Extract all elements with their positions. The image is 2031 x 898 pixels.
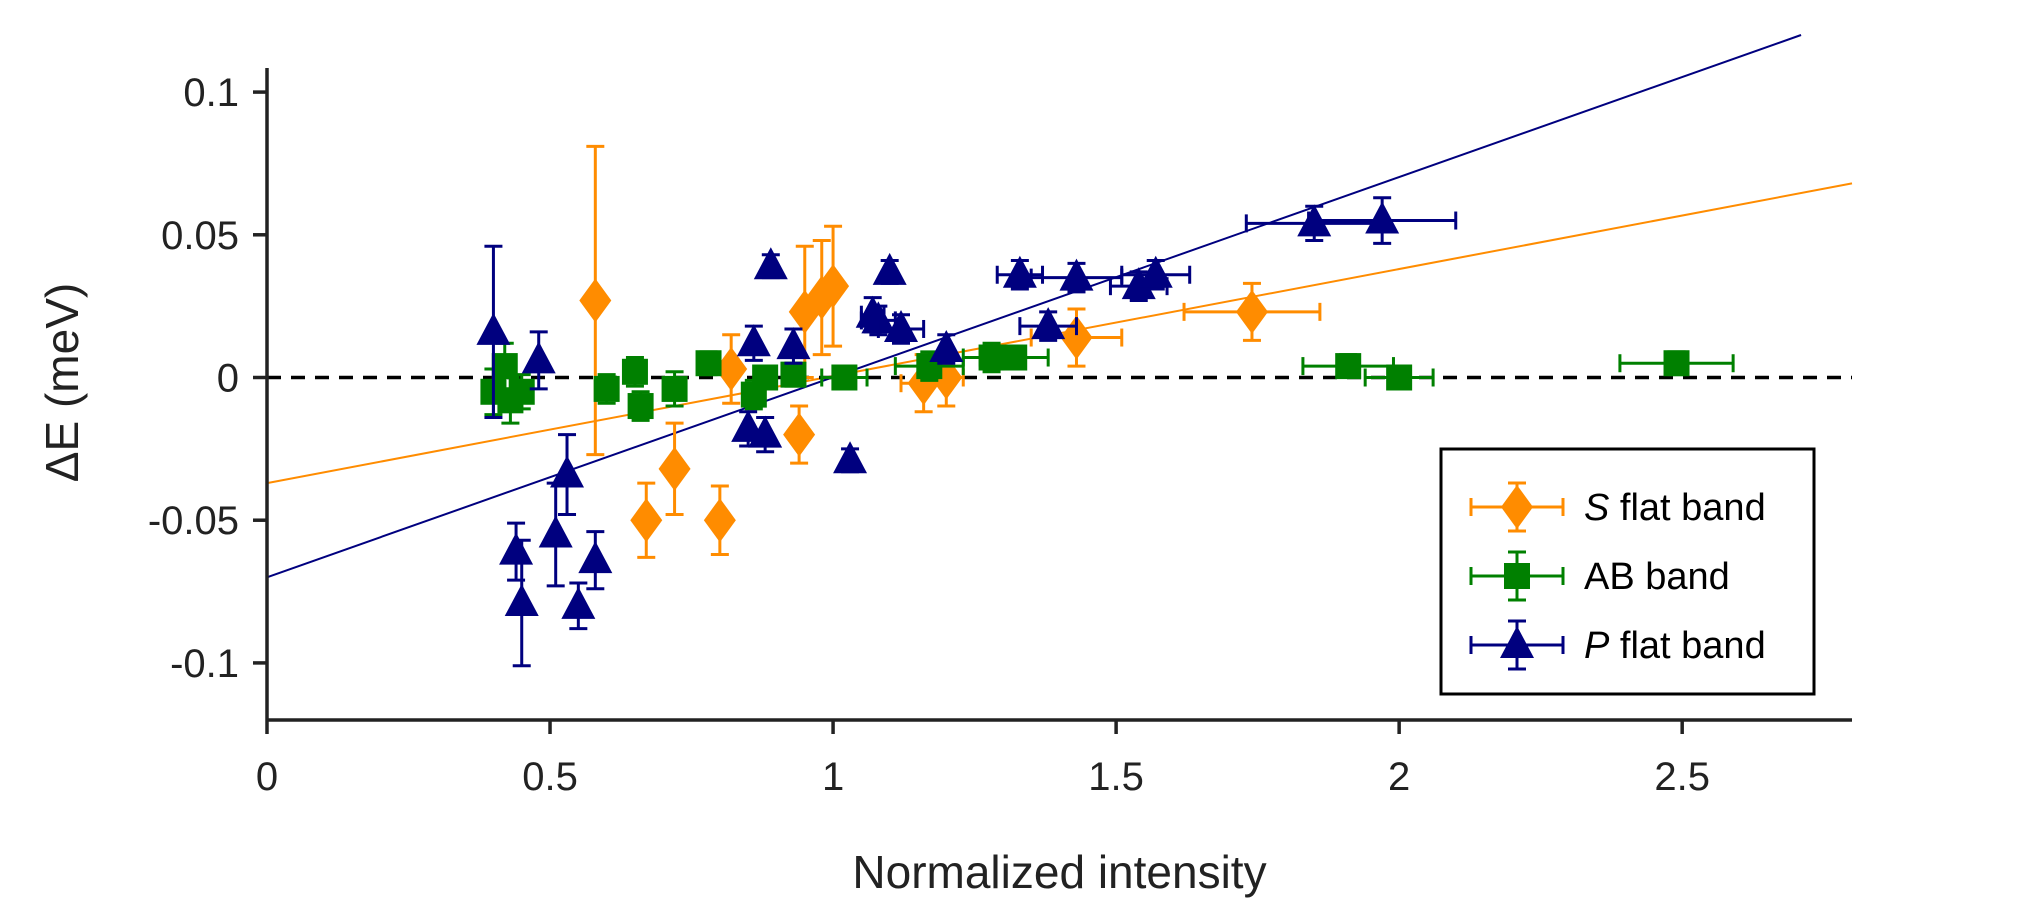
data-point [578, 541, 613, 574]
legend-entry-label: P flat band [1584, 625, 1766, 667]
data-point [1002, 255, 1037, 288]
data-point [872, 252, 907, 285]
data-point [736, 324, 771, 357]
data-point [1138, 255, 1173, 288]
data-point [630, 498, 663, 543]
data-point [817, 264, 850, 309]
legend-entry-text: AB band [1584, 556, 1730, 598]
data-point [1059, 258, 1094, 291]
y-tick-label: 0 [217, 357, 239, 401]
y-axis-ticks: 0.1 0.05 0 -0.05 -0.1 [148, 71, 267, 686]
data-point [783, 412, 816, 457]
data-point [833, 441, 868, 474]
legend-entry-label: AB band [1584, 556, 1730, 598]
legend-marker-diamond [1501, 485, 1533, 529]
legend-entry-text: flat band [1609, 625, 1765, 667]
fit-line [266, 34, 1802, 579]
data-point [884, 309, 918, 342]
data-point [508, 378, 535, 405]
data-point [593, 375, 620, 402]
data-point [776, 327, 811, 360]
series-diamond [579, 144, 1322, 559]
data-point [621, 358, 648, 385]
data-point [748, 415, 783, 448]
data-point [658, 446, 691, 491]
data-point [538, 515, 573, 548]
y-axis-title: ΔE (meV) [36, 283, 88, 482]
legend-entry-text: flat band [1609, 487, 1765, 529]
series-triangle [476, 196, 1458, 668]
legend-entry-label: S flat band [1584, 487, 1766, 529]
data-point [1235, 289, 1268, 334]
legend-entry-italic: S [1584, 487, 1609, 529]
x-tick-label: 1.5 [1088, 755, 1144, 799]
x-tick-label: 0 [256, 755, 278, 799]
data-point [521, 341, 556, 374]
data-point [753, 247, 788, 280]
data-series [476, 144, 1735, 668]
data-point [550, 455, 585, 488]
x-axis-title: Normalized intensity [852, 846, 1266, 898]
data-point [695, 350, 722, 377]
x-tick-label: 2.5 [1654, 755, 1710, 799]
data-point [780, 361, 807, 388]
data-point [1001, 344, 1028, 371]
data-point [861, 301, 896, 334]
data-point [579, 278, 612, 323]
data-point [752, 364, 779, 391]
data-point [1121, 267, 1156, 300]
data-point [1386, 364, 1413, 391]
data-point [504, 583, 539, 616]
data-point [1335, 353, 1362, 380]
data-point [1663, 350, 1690, 377]
legend-marker-square [1504, 563, 1530, 589]
x-tick-label: 1 [822, 755, 844, 799]
data-point [561, 586, 596, 619]
x-tick-label: 2 [1388, 755, 1410, 799]
data-point [703, 498, 736, 543]
data-point [715, 346, 748, 391]
series-square [480, 341, 1735, 425]
y-tick-label: -0.05 [148, 499, 239, 543]
data-point [476, 312, 511, 345]
data-point [661, 375, 688, 402]
data-point [1365, 201, 1400, 234]
y-tick-label: 0.05 [161, 214, 239, 258]
x-axis-ticks: 0 0.5 1 1.5 2 2.5 [256, 720, 1710, 799]
x-tick-label: 0.5 [522, 755, 578, 799]
data-point [929, 329, 964, 362]
legend-entry-italic: P [1584, 625, 1610, 667]
data-point [831, 364, 858, 391]
data-point [1031, 307, 1066, 340]
legend: S flat band AB band P flat band [1439, 447, 1816, 696]
legend-marker-triangle [1500, 626, 1534, 658]
data-point [499, 532, 534, 565]
data-point [627, 393, 654, 420]
y-tick-label: 0.1 [183, 71, 239, 115]
y-tick-label: -0.1 [170, 642, 239, 686]
